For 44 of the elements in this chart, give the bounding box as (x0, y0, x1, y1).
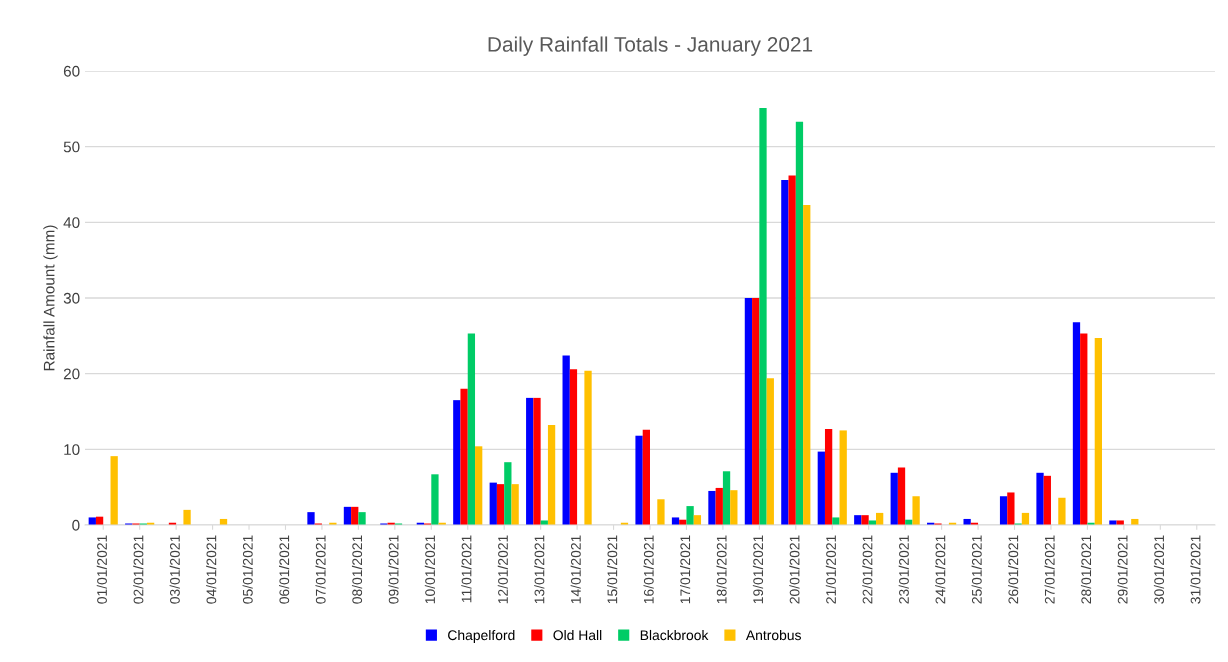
y-tick-label: 50 (63, 141, 80, 153)
y-tick-label: 60 (63, 65, 80, 77)
y-tick-label: 20 (63, 368, 80, 380)
x-tick-label: 01/01/2021 (96, 535, 107, 604)
x-tick-label: 15/01/2021 (607, 535, 618, 604)
x-tick-label: 28/01/2021 (1080, 535, 1092, 604)
x-tick-label: 13/01/2021 (534, 535, 545, 604)
legend-label: Antrobus (745, 629, 801, 641)
x-tick-label: 25/01/2021 (971, 535, 982, 604)
x-tick-label: 26/01/2021 (1008, 535, 1019, 604)
y-tick-label: 40 (63, 217, 80, 229)
chart-title: Daily Rainfall Totals - January 2021 (488, 36, 813, 56)
y-tick-label: 0 (72, 519, 80, 531)
x-tick-label: 04/01/2021 (206, 535, 217, 604)
y-tick-label: 30 (63, 292, 80, 304)
legend-label: Old Hall (553, 629, 602, 641)
x-tick-label: 16/01/2021 (643, 535, 654, 604)
x-tick-label: 06/01/2021 (279, 535, 290, 604)
x-tick-label: 22/01/2021 (862, 535, 873, 604)
x-tick-label: 21/01/2021 (825, 535, 836, 604)
x-tick-label: 10/01/2021 (424, 535, 436, 604)
x-tick-label: 08/01/2021 (351, 535, 363, 604)
x-tick-label: 09/01/2021 (388, 535, 399, 604)
x-tick-label: 19/01/2021 (752, 535, 764, 604)
x-tick-label: 17/01/2021 (679, 535, 691, 604)
x-tick-label: 02/01/2021 (133, 535, 144, 604)
x-tick-label: 11/01/2021 (461, 535, 472, 603)
x-tick-label: 14/01/2021 (570, 535, 581, 604)
x-tick-label: 07/01/2021 (315, 535, 326, 604)
legend-label: Chapelford (448, 629, 515, 643)
legend-label: Blackbrook (640, 629, 709, 641)
x-tick-label: 27/01/2021 (1044, 535, 1055, 604)
x-tick-label: 31/01/2021 (1190, 535, 1201, 604)
x-tick-label: 12/01/2021 (497, 535, 508, 604)
x-tick-label: 29/01/2021 (1117, 535, 1128, 604)
x-tick-label: 20/01/2021 (789, 535, 800, 604)
y-axis-title: Rainfall Amount (mm) (43, 225, 58, 371)
y-tick-label: 10 (64, 444, 80, 456)
x-tick-label: 18/01/2021 (716, 535, 727, 604)
x-tick-label: 23/01/2021 (898, 535, 909, 604)
x-tick-label: 24/01/2021 (935, 535, 946, 604)
x-tick-label: 30/01/2021 (1153, 535, 1165, 604)
x-tick-label: 03/01/2021 (169, 535, 180, 604)
x-tick-label: 05/01/2021 (242, 535, 253, 604)
